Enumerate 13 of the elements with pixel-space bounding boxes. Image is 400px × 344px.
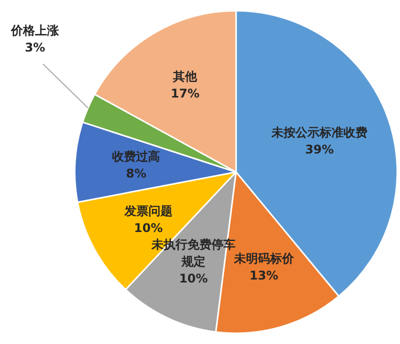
slice-label: 发票问题	[123, 204, 172, 218]
slice-label: 未明码标价	[232, 252, 295, 266]
data-label: 17%	[170, 86, 200, 101]
data-label: 10%	[134, 220, 163, 235]
slice-label: 价格上涨	[10, 24, 60, 38]
data-label: 13%	[250, 268, 278, 283]
data-label: 3%	[24, 40, 46, 55]
slice-label: 其他	[172, 70, 198, 84]
slice-label: 未按公示标准收费	[270, 126, 368, 140]
data-label: 39%	[305, 142, 334, 157]
data-label: 10%	[179, 272, 208, 286]
data-label: 8%	[126, 166, 146, 180]
slice-label: 收费过高	[112, 149, 160, 164]
